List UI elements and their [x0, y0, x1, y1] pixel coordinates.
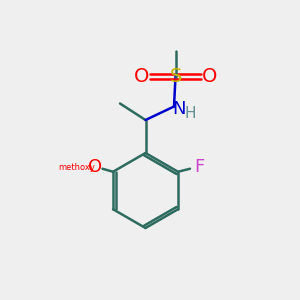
Text: F: F [194, 158, 205, 176]
Text: N: N [173, 100, 186, 118]
Text: S: S [169, 67, 182, 86]
Text: O: O [202, 67, 217, 86]
Text: H: H [185, 106, 196, 122]
Text: O: O [134, 67, 149, 86]
Text: O: O [88, 158, 102, 176]
Text: methoxy: methoxy [58, 163, 95, 172]
